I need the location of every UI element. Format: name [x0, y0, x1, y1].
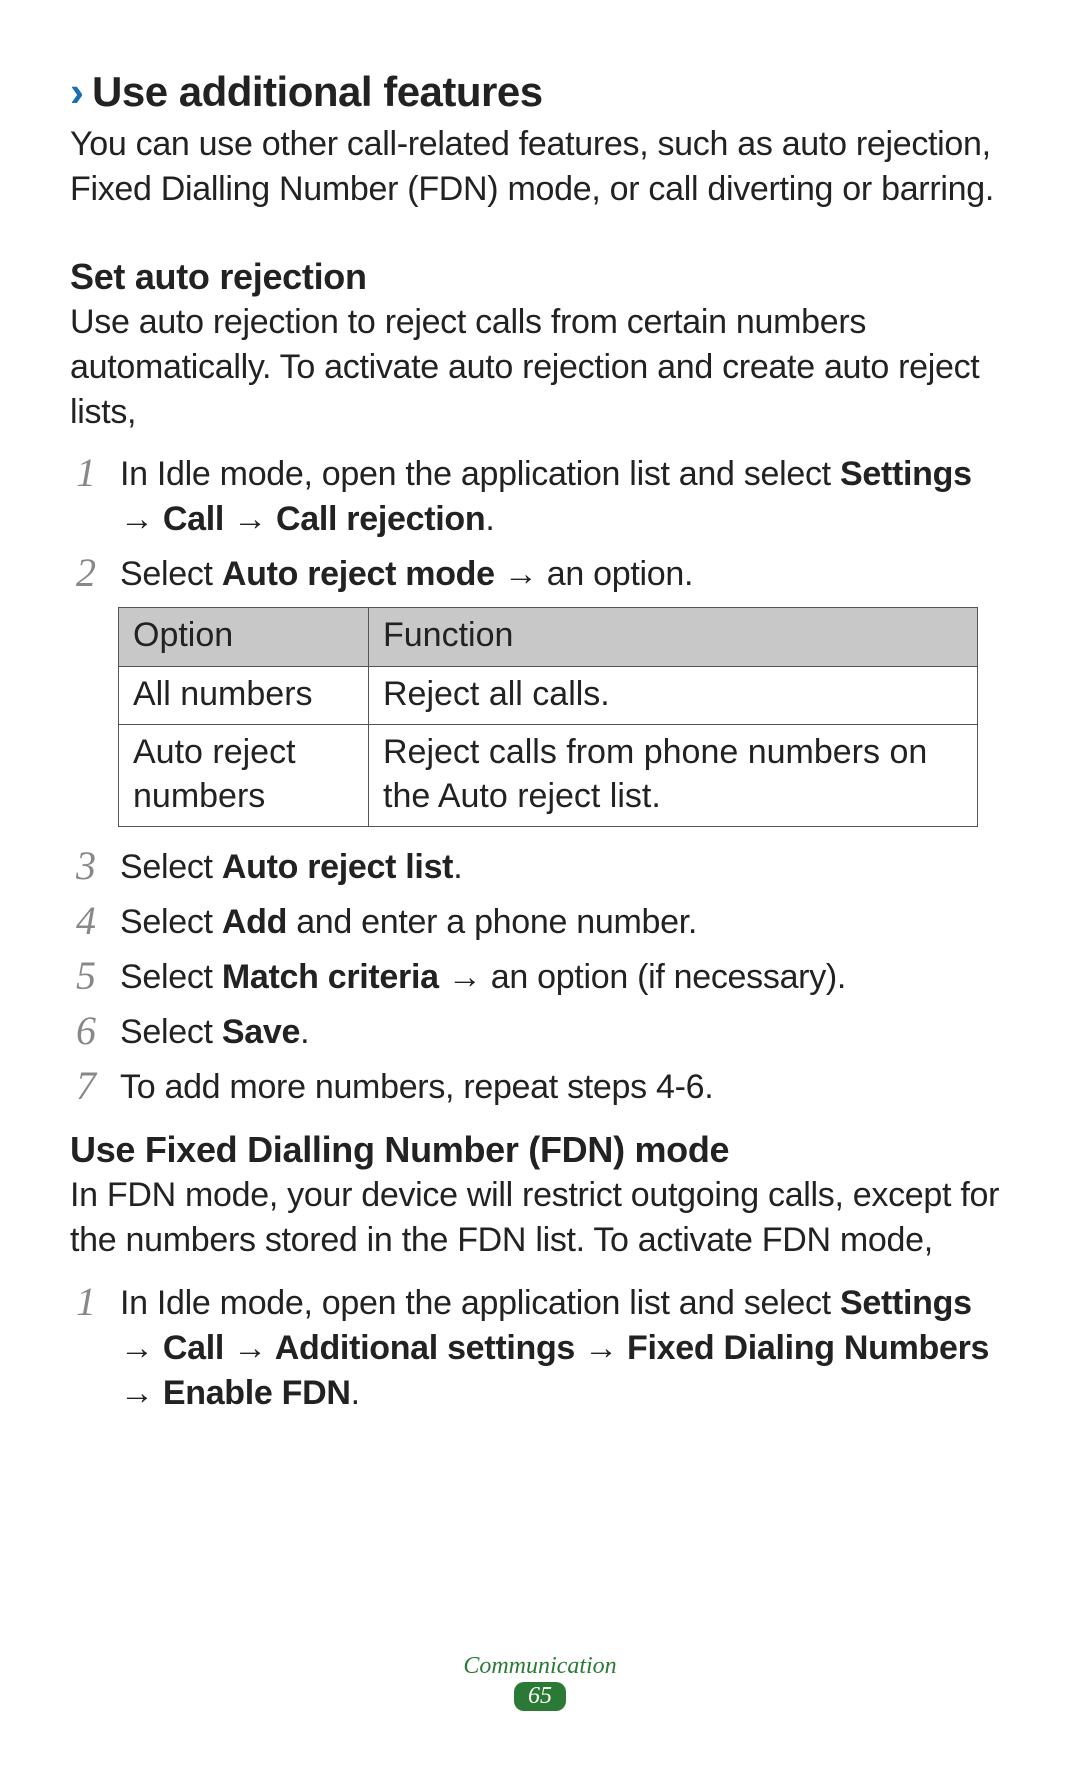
auto-rejection-intro: Use auto rejection to reject calls from …	[70, 300, 1010, 435]
fdn-step-1: 1 In Idle mode, open the application lis…	[70, 1281, 1010, 1416]
table-cell: Reject all calls.	[369, 666, 978, 725]
fdn-intro: In FDN mode, your device will restrict o…	[70, 1173, 1010, 1263]
bold-text: Add	[222, 903, 287, 941]
manual-page: › Use additional features You can use ot…	[0, 0, 1080, 1771]
bold-text: Auto reject list	[222, 848, 453, 886]
text: Select	[120, 958, 222, 996]
text: In Idle mode, open the application list …	[120, 1284, 840, 1322]
step-text: Select Add and enter a phone number.	[120, 900, 1010, 945]
text: Select	[120, 1013, 222, 1051]
bold-text: Auto reject mode	[222, 555, 495, 593]
step-text: Select Auto reject list.	[120, 845, 1010, 890]
table-header-row: Option Function	[119, 608, 978, 667]
table-row: Auto reject numbers Reject calls from ph…	[119, 725, 978, 827]
step-text: In Idle mode, open the application list …	[120, 1281, 1010, 1416]
step-1: 1 In Idle mode, open the application lis…	[70, 452, 1010, 542]
text: Select	[120, 903, 222, 941]
table-cell: Reject calls from phone numbers on the A…	[369, 725, 978, 827]
text: Select	[120, 555, 222, 593]
text: .	[300, 1013, 309, 1051]
fdn-block: Use Fixed Dialling Number (FDN) mode In …	[70, 1129, 1010, 1415]
fdn-heading: Use Fixed Dialling Number (FDN) mode	[70, 1129, 1010, 1171]
step-7: 7 To add more numbers, repeat steps 4-6.	[70, 1065, 1010, 1110]
table-row: All numbers Reject all calls.	[119, 666, 978, 725]
step-number: 2	[76, 552, 120, 594]
chevron-icon: ›	[70, 68, 84, 116]
section-intro: You can use other call-related features,…	[70, 122, 1010, 212]
step-4: 4 Select Add and enter a phone number.	[70, 900, 1010, 945]
step-2: 2 Select Auto reject mode → an option.	[70, 552, 1010, 597]
text: and enter a phone number.	[287, 903, 697, 941]
options-table: Option Function All numbers Reject all c…	[118, 607, 978, 827]
table-header: Function	[369, 608, 978, 667]
text: .	[351, 1374, 360, 1412]
page-footer: Communication 65	[0, 1653, 1080, 1711]
footer-section-label: Communication	[0, 1653, 1080, 1680]
step-number: 4	[76, 900, 120, 942]
bold-text: Match criteria	[222, 958, 439, 996]
step-number: 7	[76, 1065, 120, 1107]
step-text: Select Auto reject mode → an option.	[120, 552, 1010, 597]
table-cell: All numbers	[119, 666, 369, 725]
text: → an option.	[495, 555, 693, 593]
text: In Idle mode, open the application list …	[120, 455, 840, 493]
table-cell: Auto reject numbers	[119, 725, 369, 827]
step-text: Select Save.	[120, 1010, 1010, 1055]
step-number: 1	[76, 452, 120, 494]
section-title: Use additional features	[92, 68, 543, 116]
step-3: 3 Select Auto reject list.	[70, 845, 1010, 890]
step-6: 6 Select Save.	[70, 1010, 1010, 1055]
text: Select	[120, 848, 222, 886]
step-number: 6	[76, 1010, 120, 1052]
step-5: 5 Select Match criteria → an option (if …	[70, 955, 1010, 1000]
step-number: 5	[76, 955, 120, 997]
step-number: 3	[76, 845, 120, 887]
page-number-badge: 65	[514, 1682, 566, 1711]
section-title-row: › Use additional features	[70, 68, 1010, 116]
table-header: Option	[119, 608, 369, 667]
step-text: In Idle mode, open the application list …	[120, 452, 1010, 542]
step-number: 1	[76, 1281, 120, 1323]
text: → an option (if necessary).	[439, 958, 846, 996]
bold-text: Save	[222, 1013, 300, 1051]
text: .	[453, 848, 462, 886]
text: .	[485, 500, 494, 538]
step-text: Select Match criteria → an option (if ne…	[120, 955, 1010, 1000]
auto-rejection-heading: Set auto rejection	[70, 256, 1010, 298]
step-text: To add more numbers, repeat steps 4-6.	[120, 1065, 1010, 1110]
